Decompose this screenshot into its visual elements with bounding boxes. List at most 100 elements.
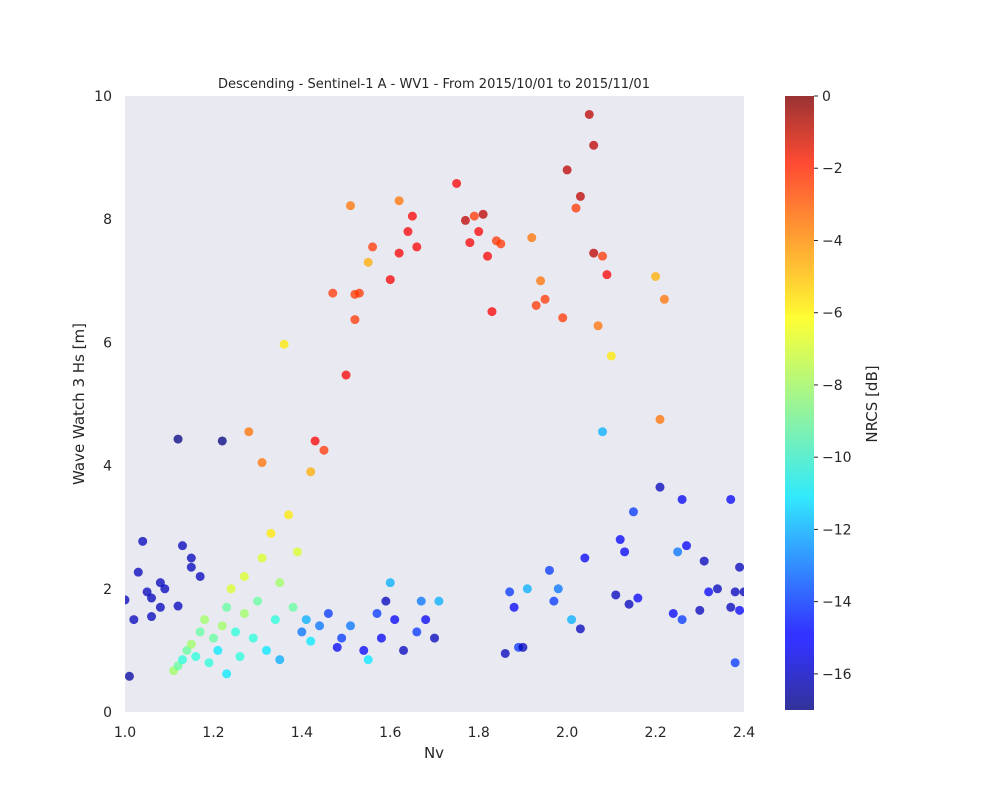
data-point <box>712 584 722 594</box>
data-point <box>253 596 263 606</box>
data-point <box>412 242 422 252</box>
data-point <box>390 615 400 625</box>
data-point <box>602 270 612 280</box>
x-tick-label: 2.4 <box>733 725 755 741</box>
data-point <box>677 494 687 504</box>
data-point <box>726 494 736 504</box>
data-point <box>544 565 554 575</box>
data-point <box>385 578 395 588</box>
data-point <box>133 567 143 577</box>
data-point <box>257 553 267 563</box>
data-point <box>633 593 643 603</box>
data-point <box>363 655 373 665</box>
data-point <box>315 621 325 631</box>
x-axis-ticks: 1.0 1.2 1.4 1.6 1.8 2.0 2.2 2.4 <box>114 725 755 741</box>
chart-title: Descending - Sentinel-1 A - WV1 - From 2… <box>218 77 650 92</box>
data-point <box>155 602 165 612</box>
data-point <box>222 602 232 612</box>
data-points <box>125 109 744 681</box>
y-tick-label: 4 <box>103 459 112 475</box>
data-point <box>469 211 479 221</box>
data-point <box>200 615 210 625</box>
data-point <box>500 648 510 658</box>
data-point <box>416 596 426 606</box>
data-point <box>350 315 360 325</box>
y-axis-label: Wave Watch 3 Hs [m] <box>70 323 88 485</box>
data-point <box>412 627 422 637</box>
data-point <box>598 251 608 261</box>
data-point <box>518 642 528 652</box>
data-point <box>580 553 590 563</box>
data-point <box>368 242 378 252</box>
data-point <box>173 601 183 611</box>
colorbar-tick-label: −2 <box>822 161 843 177</box>
data-point <box>730 658 740 668</box>
data-point <box>147 593 157 603</box>
data-point <box>584 109 594 119</box>
data-point <box>628 507 638 517</box>
data-point <box>522 584 532 594</box>
data-point <box>337 633 347 643</box>
data-point <box>266 528 276 538</box>
y-tick-label: 0 <box>103 705 112 721</box>
colorbar-ticks: 0 −2 −4 −6 −8 −10 −12 −14 −16 <box>814 89 852 683</box>
data-point <box>129 615 139 625</box>
data-point <box>381 596 391 606</box>
data-point <box>292 547 302 557</box>
data-point <box>478 209 488 219</box>
data-point <box>465 238 475 248</box>
colorbar: 0 −2 −4 −6 −8 −10 −12 −14 −16 NRCS [dB] <box>785 89 881 710</box>
x-tick-label: 1.2 <box>202 725 224 741</box>
data-point <box>306 636 316 646</box>
data-point <box>460 215 470 225</box>
data-point <box>279 339 289 349</box>
data-point <box>284 510 294 520</box>
colorbar-tick-label: −16 <box>822 667 852 683</box>
data-point <box>239 571 249 581</box>
data-point <box>217 436 227 446</box>
data-point <box>239 608 249 618</box>
data-point <box>213 645 223 655</box>
data-point <box>319 445 329 455</box>
data-point <box>682 541 692 551</box>
data-point <box>673 547 683 557</box>
data-point <box>345 201 355 211</box>
data-point <box>421 615 431 625</box>
data-point <box>430 633 439 643</box>
data-point <box>208 633 218 643</box>
data-point <box>244 427 254 437</box>
data-point <box>677 615 687 625</box>
data-point <box>598 427 608 437</box>
data-point <box>235 652 245 662</box>
data-point <box>571 203 581 213</box>
data-point <box>620 547 630 557</box>
data-point <box>376 633 386 643</box>
data-point <box>611 590 621 600</box>
colorbar-tick-label: −4 <box>822 233 843 249</box>
data-point <box>505 587 515 597</box>
data-point <box>177 655 187 665</box>
data-point <box>735 562 744 572</box>
data-point <box>125 671 134 681</box>
data-point <box>536 276 546 286</box>
data-point <box>509 602 519 612</box>
data-point <box>341 370 351 380</box>
data-point <box>323 608 333 618</box>
data-point <box>195 571 205 581</box>
x-tick-label: 2.0 <box>556 725 578 741</box>
data-point <box>704 587 714 597</box>
data-point <box>372 608 382 618</box>
data-point <box>160 584 170 594</box>
x-tick-label: 1.4 <box>291 725 313 741</box>
data-point <box>540 294 550 304</box>
data-point <box>655 414 665 424</box>
data-point <box>288 602 298 612</box>
data-point <box>407 211 417 221</box>
data-point <box>328 288 338 298</box>
data-point <box>354 288 364 298</box>
y-axis-ticks: 0 2 4 6 8 10 <box>94 89 112 721</box>
plot-area <box>125 96 744 712</box>
data-point <box>726 602 736 612</box>
data-point <box>739 587 744 597</box>
